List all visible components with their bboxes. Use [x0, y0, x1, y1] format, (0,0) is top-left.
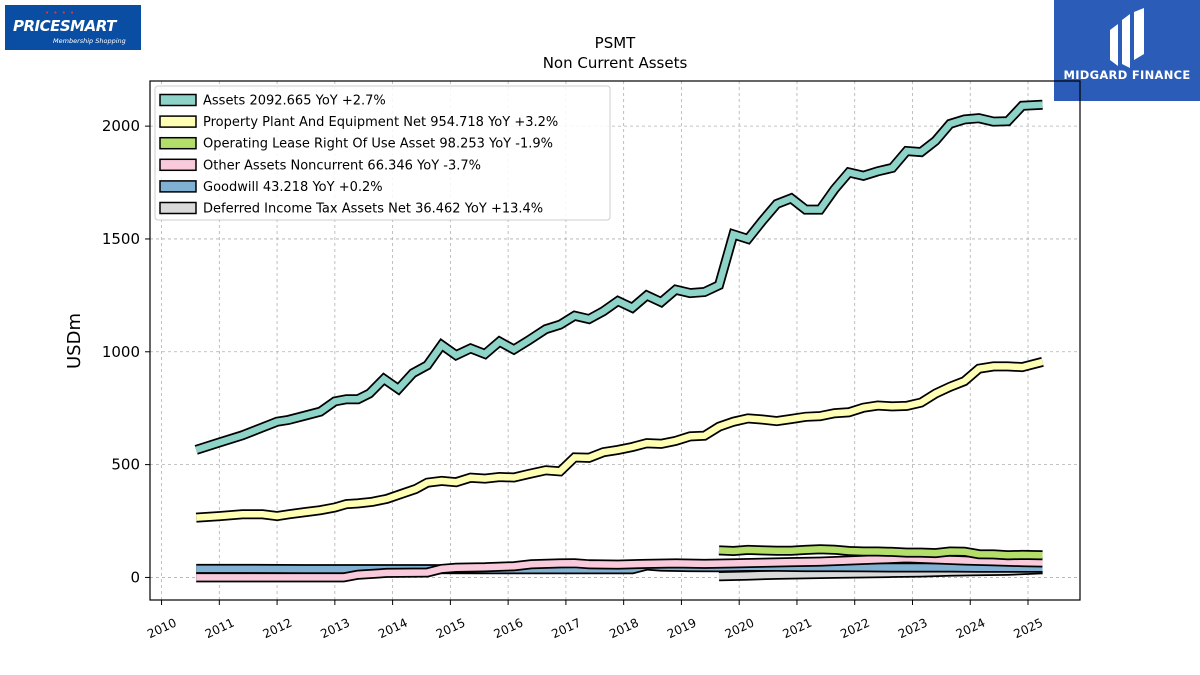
legend-label: Assets 2092.665 YoY +2.7%	[203, 94, 386, 109]
chart-subtitle: Non Current Assets	[543, 54, 688, 72]
legend-label: Property Plant And Equipment Net 954.718…	[203, 115, 558, 130]
x-tick-label: 2024	[954, 616, 988, 642]
x-tick-label: 2025	[1012, 616, 1046, 642]
y-tick-label: 1500	[102, 230, 140, 248]
legend-swatch	[159, 201, 197, 215]
x-tick-label: 2023	[896, 616, 930, 642]
y-tick-label: 1000	[102, 343, 140, 361]
midgard-finance-logo: MIDGARD FINANCE	[1054, 0, 1200, 101]
x-tick-label: 2019	[665, 616, 699, 642]
grid	[150, 81, 1080, 600]
series-group	[194, 99, 1044, 583]
x-tick-label: 2012	[261, 616, 295, 642]
x-tick-label: 2022	[838, 616, 872, 642]
logo-left-text: PRICESMART	[13, 17, 116, 35]
legend-swatch	[159, 158, 197, 172]
x-tick-label: 2015	[434, 616, 468, 642]
series-line-0	[195, 101, 1043, 453]
legend-label: Deferred Income Tax Assets Net 36.462 Yo…	[203, 202, 543, 217]
x-tick-label: 2013	[318, 616, 352, 642]
logo-dots: • • • •	[45, 9, 76, 17]
midgard-mark-icon	[1110, 8, 1144, 68]
x-tick-label: 2021	[780, 616, 814, 642]
y-tick-label: 500	[111, 456, 140, 474]
legend-swatch	[159, 115, 197, 128]
y-axis-label: USDm	[64, 313, 85, 369]
x-tick-label: 2017	[549, 616, 583, 642]
logo-left-tagline: Membership Shopping	[53, 37, 126, 45]
x-tick-label: 2018	[607, 616, 641, 642]
chart-title: PSMT	[595, 34, 637, 52]
series-line-3	[196, 555, 1043, 581]
series-outline-1	[195, 357, 1044, 523]
plot-frame	[149, 80, 1081, 601]
x-tick-label: 2020	[723, 616, 757, 642]
legend-box	[154, 85, 611, 221]
y-tick-label: 0	[130, 568, 140, 586]
x-tick-label: 2011	[203, 616, 237, 642]
series-line-2	[718, 545, 1043, 559]
legend-label: Goodwill 43.218 YoY +0.2%	[203, 180, 383, 195]
series-line-1	[195, 358, 1044, 521]
x-tick-label: 2016	[492, 616, 526, 642]
x-tick-label: 2010	[145, 616, 179, 642]
y-tick-label: 2000	[102, 117, 140, 135]
legend-swatch	[159, 180, 197, 193]
legend: Assets 2092.665 YoY +2.7% Property Plant …	[154, 85, 611, 221]
legend-label: Operating Lease Right Of Use Asset 98.25…	[203, 137, 553, 152]
pricesmart-logo: • • • • PRICESMART Membership Shopping	[5, 5, 141, 50]
legend-label: Other Assets Noncurrent 66.346 YoY -3.7%	[203, 158, 481, 173]
legend-swatch	[159, 93, 197, 107]
logo-right-text: MIDGARD FINANCE	[1063, 68, 1191, 82]
legend-swatch	[159, 136, 197, 150]
x-tick-label: 2014	[376, 616, 410, 642]
